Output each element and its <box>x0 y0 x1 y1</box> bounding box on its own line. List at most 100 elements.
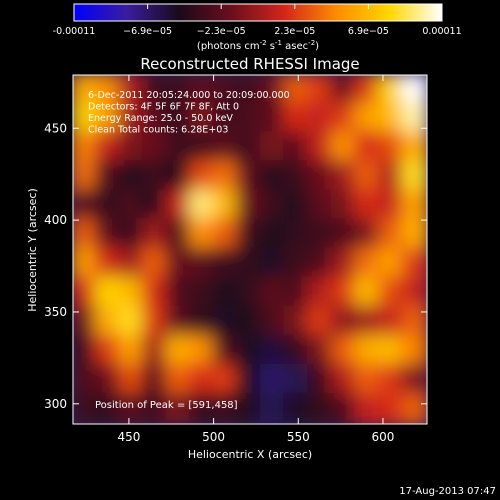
axis-ticks: 450 500 550 600 300 350 400 450 <box>44 75 427 444</box>
heatmap-cell <box>141 75 170 107</box>
heatmap-cell <box>259 276 288 310</box>
heatmap-cell <box>189 189 217 223</box>
heatmap-cell <box>165 276 193 310</box>
x-tick-label: 450 <box>117 430 140 444</box>
heatmap-cell <box>73 75 99 107</box>
heatmap-cell <box>307 102 335 136</box>
heatmap-cell <box>354 160 382 194</box>
heatmap-cell <box>377 75 406 107</box>
heatmap-cell <box>73 189 99 223</box>
heatmap-cell <box>236 247 264 281</box>
heatmap-cell <box>189 75 217 107</box>
heatmap-cell <box>189 392 217 424</box>
heatmap-cell <box>141 189 170 223</box>
heatmap-cell <box>307 276 335 310</box>
heatmap-cell <box>283 75 311 107</box>
heatmap-cell <box>307 131 335 165</box>
heatmap-cell <box>236 276 264 310</box>
heatmap-cell <box>354 75 382 107</box>
heatmap-cell <box>354 218 382 252</box>
colorbar-tick-label: 6.9e−05 <box>348 26 389 37</box>
heatmap-cell <box>141 160 170 194</box>
heatmap-cell <box>189 160 217 194</box>
heatmap-cell <box>377 131 406 165</box>
heatmap-cell <box>165 160 193 194</box>
heatmap-cell <box>165 218 193 252</box>
y-tick-label: 400 <box>44 213 67 227</box>
heatmap-cell <box>330 247 359 281</box>
heatmap-cell <box>118 247 146 281</box>
heatmap-cell <box>283 218 311 252</box>
heatmap-cell <box>73 334 99 368</box>
heatmap-cell <box>330 189 359 223</box>
heatmap-cell <box>354 363 382 397</box>
heatmap-cell <box>165 131 193 165</box>
heatmap-cell <box>141 392 170 424</box>
heatmap-cell <box>165 102 193 136</box>
heatmap-cell <box>377 102 406 136</box>
heatmap-cell <box>212 305 241 339</box>
heatmap-cell <box>307 363 335 397</box>
heatmap-cell <box>236 363 264 397</box>
heatmap-cell <box>330 131 359 165</box>
heatmap-cell <box>330 392 359 424</box>
annotation-block: 6-Dec-2011 20:05:24.000 to 20:09:00.000D… <box>88 90 290 136</box>
heatmap-cell <box>94 392 123 424</box>
heatmap-cell <box>236 102 264 136</box>
heatmap-cell <box>94 102 123 136</box>
heatmap-cell <box>307 218 335 252</box>
heatmap-cell <box>165 247 193 281</box>
heatmap-cell <box>73 276 99 310</box>
heatmap-cell <box>401 276 427 310</box>
colorbar <box>73 3 443 22</box>
heatmap-cell <box>118 75 146 107</box>
heatmap-cell <box>401 102 427 136</box>
heatmap-cell <box>118 276 146 310</box>
heatmap-cell <box>73 131 99 165</box>
heatmap-cell <box>94 218 123 252</box>
heatmap-cell <box>73 218 99 252</box>
heatmap-cell <box>73 305 99 339</box>
heatmap-cell <box>354 334 382 368</box>
heatmap-cell <box>141 276 170 310</box>
colorbar-tick-label: -0.00011 <box>53 26 96 37</box>
heatmap-cell <box>401 334 427 368</box>
heatmap-cell <box>236 189 264 223</box>
y-tick-label: 450 <box>44 121 67 135</box>
heatmap-cell <box>236 305 264 339</box>
plot-frame <box>72 74 428 425</box>
heatmap-cell <box>259 218 288 252</box>
heatmap-cell <box>189 131 217 165</box>
heatmap-cell <box>94 160 123 194</box>
heatmap-cell <box>401 247 427 281</box>
heatmap-cell <box>283 189 311 223</box>
heatmap-cell <box>377 160 406 194</box>
heatmap-cell <box>118 131 146 165</box>
heatmap-cell <box>377 392 406 424</box>
heatmap-cell <box>212 363 241 397</box>
heatmap-cell <box>165 392 193 424</box>
heatmap-cell <box>354 276 382 310</box>
annotation-line: Clean Total counts: 6.28E+03 <box>88 125 228 136</box>
heatmap-cell <box>189 363 217 397</box>
heatmap-cell <box>212 160 241 194</box>
heatmap-cell <box>401 75 427 107</box>
heatmap-cell <box>189 247 217 281</box>
chart-title: Reconstructed RHESSI Image <box>140 55 359 73</box>
heatmap-cell <box>354 392 382 424</box>
heatmap-cell <box>377 189 406 223</box>
heatmap-cell <box>236 218 264 252</box>
heatmap-cell <box>118 160 146 194</box>
heatmap-cell <box>189 334 217 368</box>
heatmap-cell <box>307 334 335 368</box>
heatmap-cell <box>354 189 382 223</box>
heatmap-cell <box>377 247 406 281</box>
heatmap-cell <box>330 218 359 252</box>
x-axis-label: Heliocentric X (arcsec) <box>188 448 312 461</box>
annotation-line: Detectors: 4F 5F 6F 7F 8F, Att 0 <box>88 102 239 113</box>
heatmap-cell <box>377 305 406 339</box>
heatmap-cell <box>330 363 359 397</box>
heatmap-cell <box>283 160 311 194</box>
heatmap-cell <box>165 189 193 223</box>
heatmap-cell <box>94 334 123 368</box>
